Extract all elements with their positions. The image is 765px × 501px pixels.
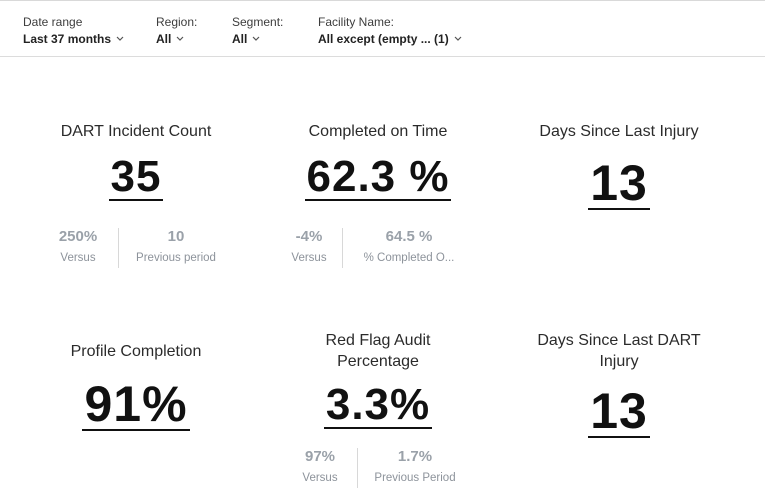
- kpi-value[interactable]: 91%: [82, 376, 190, 432]
- segment-filter[interactable]: Segment: All: [232, 15, 283, 46]
- kpi-value[interactable]: 13: [588, 383, 650, 439]
- filter-label: Date range: [23, 15, 83, 29]
- kpi-days-since-last-injury: Days Since Last Injury 13: [499, 121, 739, 210]
- kpi-title: Profile Completion: [70, 343, 202, 360]
- comparison-change: -4%: [295, 228, 323, 245]
- filter-label: Facility Name:: [318, 15, 395, 29]
- kpi-title: Days Since Last DART Injury: [537, 332, 701, 370]
- comparison-previous-value: 64.5 %: [385, 228, 433, 245]
- comparison-label: Versus: [302, 472, 338, 484]
- comparison-label: Versus: [60, 252, 96, 264]
- comparison-divider: [342, 228, 343, 268]
- chevron-down-icon: [252, 36, 260, 41]
- kpi-red-flag-audit-percentage: Red Flag Audit Percentage 3.3%: [258, 330, 498, 429]
- kpi-profile-completion: Profile Completion 91%: [16, 341, 256, 431]
- comparison-previous-value: 1.7%: [397, 448, 433, 465]
- comparison-label: Previous Period: [374, 472, 456, 484]
- kpi-comparison: 250% Versus 10 Previous period: [52, 228, 219, 268]
- comparison-label: % Completed O...: [363, 252, 455, 264]
- filter-value: All: [156, 32, 172, 46]
- chevron-down-icon: [176, 36, 184, 41]
- filter-bar: Date range Last 37 months Region: All Se…: [0, 0, 765, 57]
- kpi-days-since-last-dart-injury: Days Since Last DART Injury 13: [499, 330, 739, 438]
- comparison-change: 250%: [58, 228, 98, 245]
- facility-name-filter[interactable]: Facility Name: All except (empty ... (1): [318, 15, 462, 46]
- comparison-previous-value: 10: [167, 228, 185, 245]
- comparison-label: Previous period: [136, 252, 216, 264]
- kpi-value[interactable]: 3.3%: [323, 380, 433, 429]
- comparison-divider: [357, 448, 358, 488]
- chevron-down-icon: [454, 36, 462, 41]
- kpi-completed-on-time: Completed on Time 62.3 %: [258, 121, 498, 201]
- filter-value: Last 37 months: [23, 32, 112, 46]
- filter-label: Region:: [156, 15, 198, 29]
- filter-value: All except (empty ... (1): [318, 32, 449, 46]
- comparison-change: 97%: [304, 448, 336, 465]
- date-range-filter[interactable]: Date range Last 37 months: [23, 15, 124, 46]
- comparison-label: Versus: [291, 252, 327, 264]
- comparison-divider: [118, 228, 119, 268]
- region-filter[interactable]: Region: All: [156, 15, 197, 46]
- kpi-value[interactable]: 13: [588, 155, 650, 211]
- kpi-dart-incident-count: DART Incident Count 35: [16, 121, 256, 201]
- kpi-comparison: 97% Versus 1.7% Previous Period: [297, 448, 458, 488]
- kpi-title: Red Flag Audit Percentage: [325, 332, 431, 370]
- chevron-down-icon: [116, 36, 124, 41]
- kpi-value[interactable]: 62.3 %: [304, 152, 452, 201]
- filter-value: All: [232, 32, 248, 46]
- kpi-title: Completed on Time: [308, 123, 448, 140]
- kpi-title: DART Incident Count: [60, 123, 212, 140]
- kpi-value[interactable]: 35: [108, 152, 164, 201]
- filter-label: Segment:: [232, 15, 284, 29]
- kpi-title: Days Since Last Injury: [539, 123, 699, 140]
- kpi-comparison: -4% Versus 64.5 % % Completed O...: [290, 228, 461, 268]
